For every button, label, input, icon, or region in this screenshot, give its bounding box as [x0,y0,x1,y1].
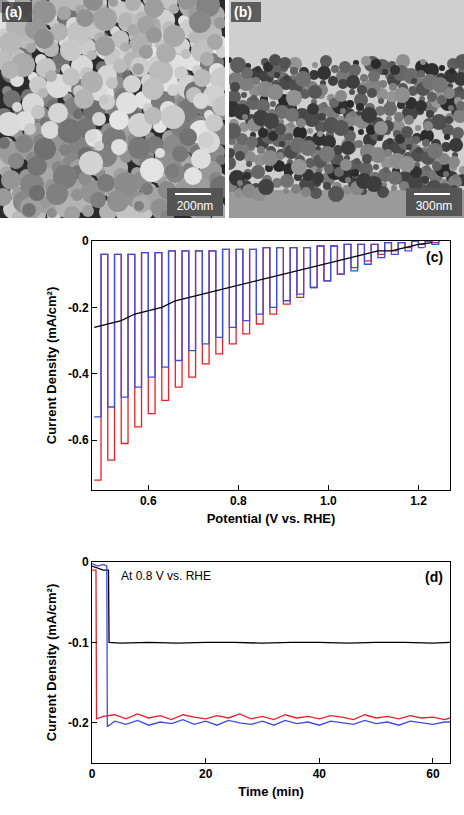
svg-text:300nm: 300nm [416,199,453,213]
svg-text:1.2: 1.2 [410,494,427,508]
svg-text:60: 60 [426,767,440,781]
svg-text:Potential (V vs. RHE): Potential (V vs. RHE) [207,511,336,526]
svg-text:(d): (d) [425,569,443,585]
svg-text:-0.1: -0.1 [68,636,89,650]
svg-text:20: 20 [199,767,213,781]
svg-text:Time (min): Time (min) [238,784,304,799]
svg-text:Current Density (mA/cm²): Current Density (mA/cm²) [44,584,59,741]
svg-text:Current Density (mA/cm²): Current Density (mA/cm²) [44,287,59,444]
svg-text:1.0: 1.0 [320,494,337,508]
svg-text:0: 0 [89,767,96,781]
svg-text:-0.2: -0.2 [68,716,89,730]
svg-text:-0.2: -0.2 [68,301,89,315]
svg-text:0.6: 0.6 [140,494,157,508]
svg-text:-0.6: -0.6 [68,433,89,447]
svg-text:0.8: 0.8 [230,494,247,508]
svg-text:40: 40 [313,767,327,781]
svg-text:-0.4: -0.4 [68,367,89,381]
svg-text:0: 0 [82,555,89,569]
svg-text:0: 0 [82,234,89,248]
svg-text:(c): (c) [426,249,443,265]
svg-text:(b): (b) [234,4,252,20]
svg-text:(a): (a) [5,4,22,20]
svg-text:200nm: 200nm [177,199,214,213]
svg-text:At 0.8 V vs. RHE: At 0.8 V vs. RHE [121,569,211,583]
